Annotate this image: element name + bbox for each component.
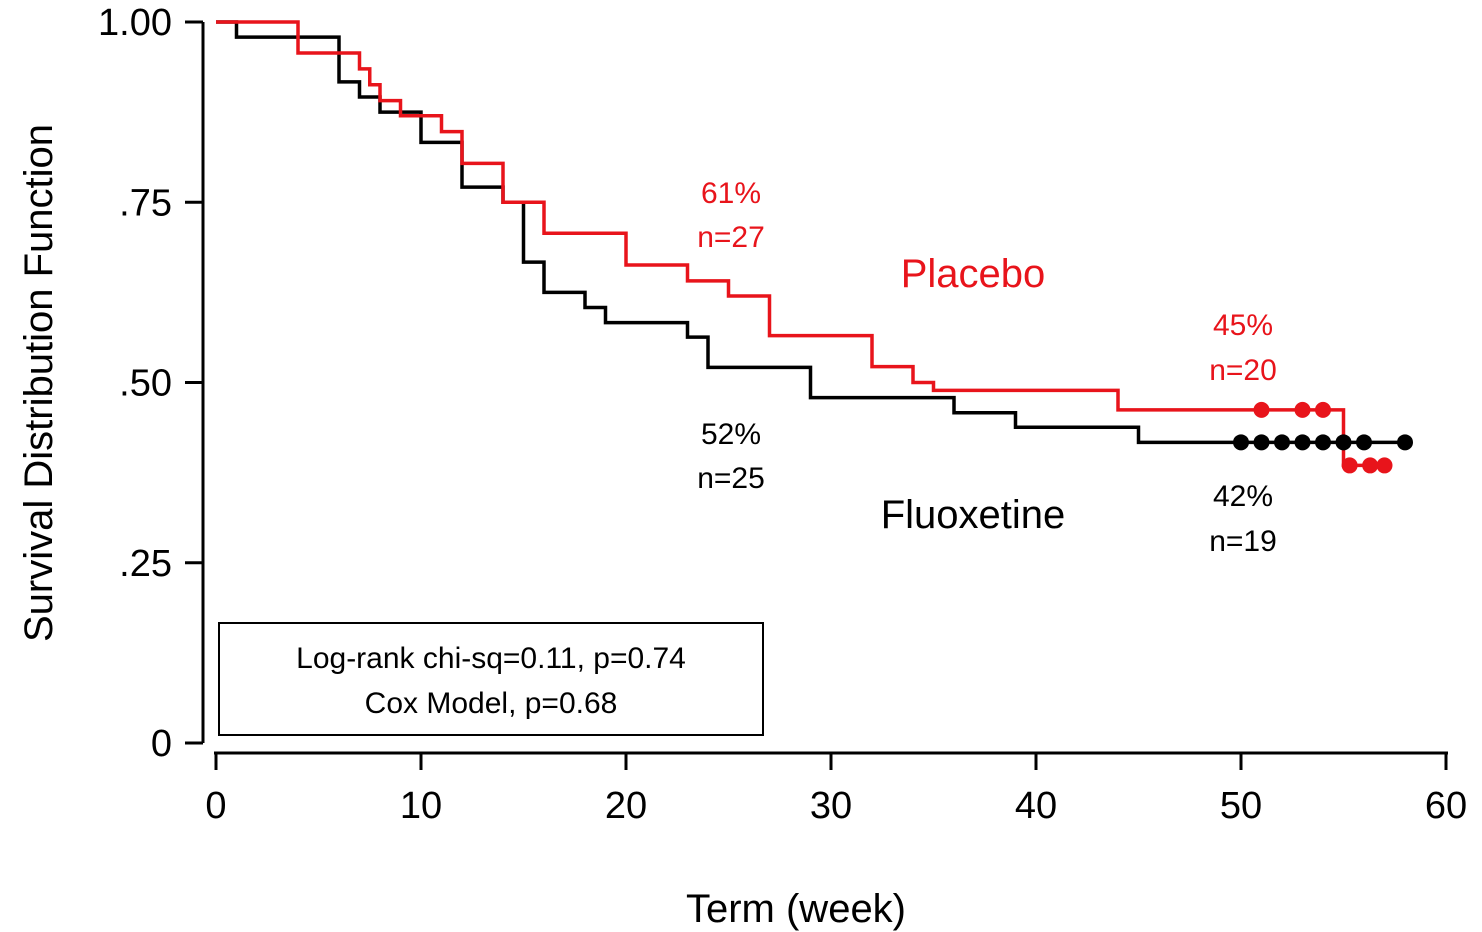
placebo-series-label: Placebo xyxy=(901,252,1046,296)
placebo-end-n: n=20 xyxy=(1209,354,1277,387)
fluoxetine-censor-point xyxy=(1233,434,1249,451)
fluoxetine-censor-point xyxy=(1356,434,1372,451)
fluoxetine-censor-point xyxy=(1335,434,1352,451)
fluoxetine-censor-point xyxy=(1253,434,1270,451)
y-tick-label: .25 xyxy=(119,543,172,585)
fluoxetine-censor-point xyxy=(1294,434,1311,451)
y-axis: 0 .25 .50 .75 1.00 xyxy=(98,2,205,765)
stats-box: Log-rank chi-sq=0.11, p=0.74 Cox Model, … xyxy=(218,622,764,736)
x-tick-label: 10 xyxy=(400,785,442,827)
stats-line-cox: Cox Model, p=0.68 xyxy=(365,687,618,720)
x-tick-label: 60 xyxy=(1425,785,1467,827)
x-tick-label: 0 xyxy=(205,785,226,827)
placebo-mid-n: n=27 xyxy=(697,221,765,254)
placebo-mid-pct: 61% xyxy=(701,177,761,210)
x-axis: 0 10 20 30 40 50 60 xyxy=(205,751,1467,827)
fluoxetine-mid-pct: 52% xyxy=(701,418,761,451)
stats-line-logrank: Log-rank chi-sq=0.11, p=0.74 xyxy=(296,642,686,675)
x-tick-label: 30 xyxy=(810,785,852,827)
fluoxetine-end-pct: 42% xyxy=(1213,480,1273,513)
x-tick-label: 20 xyxy=(605,785,647,827)
placebo-censor-point xyxy=(1362,457,1379,474)
x-tick-label: 40 xyxy=(1015,785,1057,827)
x-tick-label: 50 xyxy=(1220,785,1262,827)
placebo-censor-point xyxy=(1376,457,1393,474)
y-tick-label: 0 xyxy=(151,723,172,765)
x-axis-title: Term (week) xyxy=(686,887,906,931)
placebo-censor-point xyxy=(1294,401,1311,418)
series-layer xyxy=(216,20,1413,474)
annotations: 61% n=27 Placebo 45% n=20 52% n=25 Fluox… xyxy=(697,177,1277,558)
y-ticks: 0 .25 .50 .75 1.00 xyxy=(98,2,203,765)
placebo-censor-point xyxy=(1315,401,1331,418)
fluoxetine-end-n: n=19 xyxy=(1209,525,1277,558)
fluoxetine-mid-n: n=25 xyxy=(697,462,765,495)
placebo-curve xyxy=(216,20,1385,468)
x-ticks: 0 10 20 30 40 50 60 xyxy=(205,753,1467,827)
fluoxetine-censor-point xyxy=(1397,434,1413,451)
y-tick-label: .50 xyxy=(119,363,172,405)
y-tick-label: .75 xyxy=(119,182,172,224)
fluoxetine-censor-point xyxy=(1315,434,1331,451)
placebo-censor-point xyxy=(1341,457,1358,474)
fluoxetine-censor-point xyxy=(1274,434,1290,451)
y-tick-label: 1.00 xyxy=(98,2,172,44)
fluoxetine-series-label: Fluoxetine xyxy=(881,493,1066,537)
placebo-censor-point xyxy=(1253,401,1270,418)
fluoxetine-curve xyxy=(216,20,1405,445)
y-axis-title: Survival Distribution Function xyxy=(17,124,61,642)
placebo-end-pct: 45% xyxy=(1213,309,1273,342)
stats-box-border xyxy=(218,622,764,736)
